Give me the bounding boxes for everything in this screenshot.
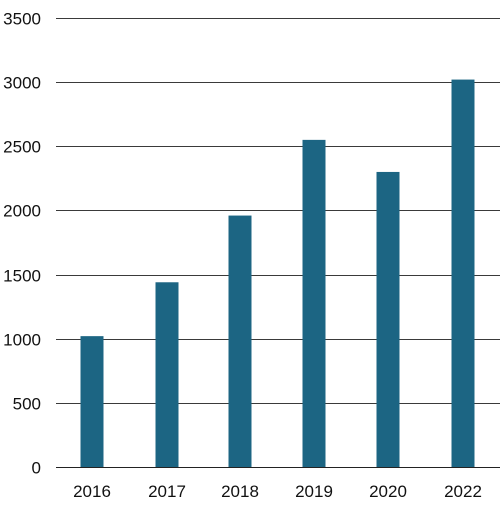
bar-2019 — [302, 139, 326, 467]
y-tick-label: 2000 — [3, 202, 41, 221]
bar-2020 — [376, 171, 400, 467]
x-tick-label: 2017 — [148, 482, 186, 501]
bar-2018 — [228, 215, 252, 467]
y-tick-label: 0 — [32, 459, 41, 478]
y-tick-label: 500 — [13, 395, 41, 414]
gridlines — [56, 18, 500, 468]
x-tick-label: 2016 — [73, 482, 111, 501]
x-axis-ticks: 2016 2017 2018 2019 2020 2022 — [73, 482, 482, 501]
y-tick-label: 1000 — [3, 331, 41, 350]
x-tick-label: 2019 — [295, 482, 333, 501]
y-axis-ticks: 0 500 1000 1500 2000 2500 3000 3500 — [3, 10, 41, 478]
y-tick-label: 3000 — [3, 74, 41, 93]
y-tick-label: 3500 — [3, 10, 41, 29]
bar-2016 — [80, 336, 104, 467]
y-tick-label: 2500 — [3, 138, 41, 157]
x-tick-label: 2022 — [444, 482, 482, 501]
x-tick-label: 2018 — [221, 482, 259, 501]
x-tick-label: 2020 — [369, 482, 407, 501]
bar-2022 — [451, 79, 475, 467]
y-tick-label: 1500 — [3, 267, 41, 286]
bars — [80, 79, 475, 467]
bar-2017 — [155, 282, 179, 467]
